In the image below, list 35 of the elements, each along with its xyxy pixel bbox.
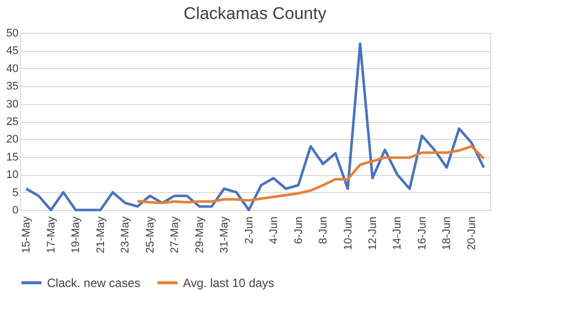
- y-tick-label: 15: [6, 151, 18, 164]
- x-tick-label: 10-Jun: [342, 216, 354, 250]
- y-tick-label: 45: [6, 45, 18, 58]
- y-tick-label: 30: [6, 98, 18, 110]
- line-series: [136, 145, 486, 204]
- x-tick-label: 16-Jun: [416, 216, 428, 250]
- x-tick-label: 14-Jun: [392, 216, 404, 250]
- y-tick-label: 5: [12, 186, 18, 199]
- x-tick-label: 29-May: [194, 216, 206, 254]
- x-tick-label: 17-May: [45, 216, 58, 254]
- x-tick-label: 12-Jun: [367, 216, 379, 250]
- y-tick-label: 25: [6, 116, 18, 128]
- y-tick-label: 20: [6, 134, 18, 146]
- x-tick-label: 2-Jun: [243, 216, 256, 244]
- x-tick-label: 19-May: [70, 216, 82, 254]
- x-tick-label: 4-Jun: [268, 216, 280, 244]
- x-tick-label: 20-Jun: [466, 216, 478, 250]
- x-tick-label: 6-Jun: [292, 216, 305, 244]
- x-tick-label: 18-Jun: [441, 216, 454, 250]
- x-tick-label: 23-May: [120, 216, 132, 254]
- y-tick-label: 0: [12, 204, 18, 216]
- y-tick-label: 40: [6, 62, 18, 75]
- line-series: [24, 42, 486, 212]
- x-tick-label: 21-May: [94, 216, 107, 254]
- y-tick-label: 50: [6, 28, 18, 40]
- legend-label: Avg. last 10 days: [183, 276, 274, 290]
- x-tick-label: 15-May: [20, 216, 33, 254]
- x-tick-label: 27-May: [169, 216, 182, 254]
- x-tick-label: 31-May: [218, 216, 231, 254]
- y-tick-label: 35: [6, 80, 18, 93]
- y-tick-label: 10: [6, 169, 18, 182]
- x-tick-label: 8-Jun: [318, 216, 330, 244]
- chart-title: Clackamas County: [184, 4, 327, 23]
- legend-label: Clack. new cases: [47, 276, 140, 290]
- x-tick-label: 25-May: [144, 216, 156, 254]
